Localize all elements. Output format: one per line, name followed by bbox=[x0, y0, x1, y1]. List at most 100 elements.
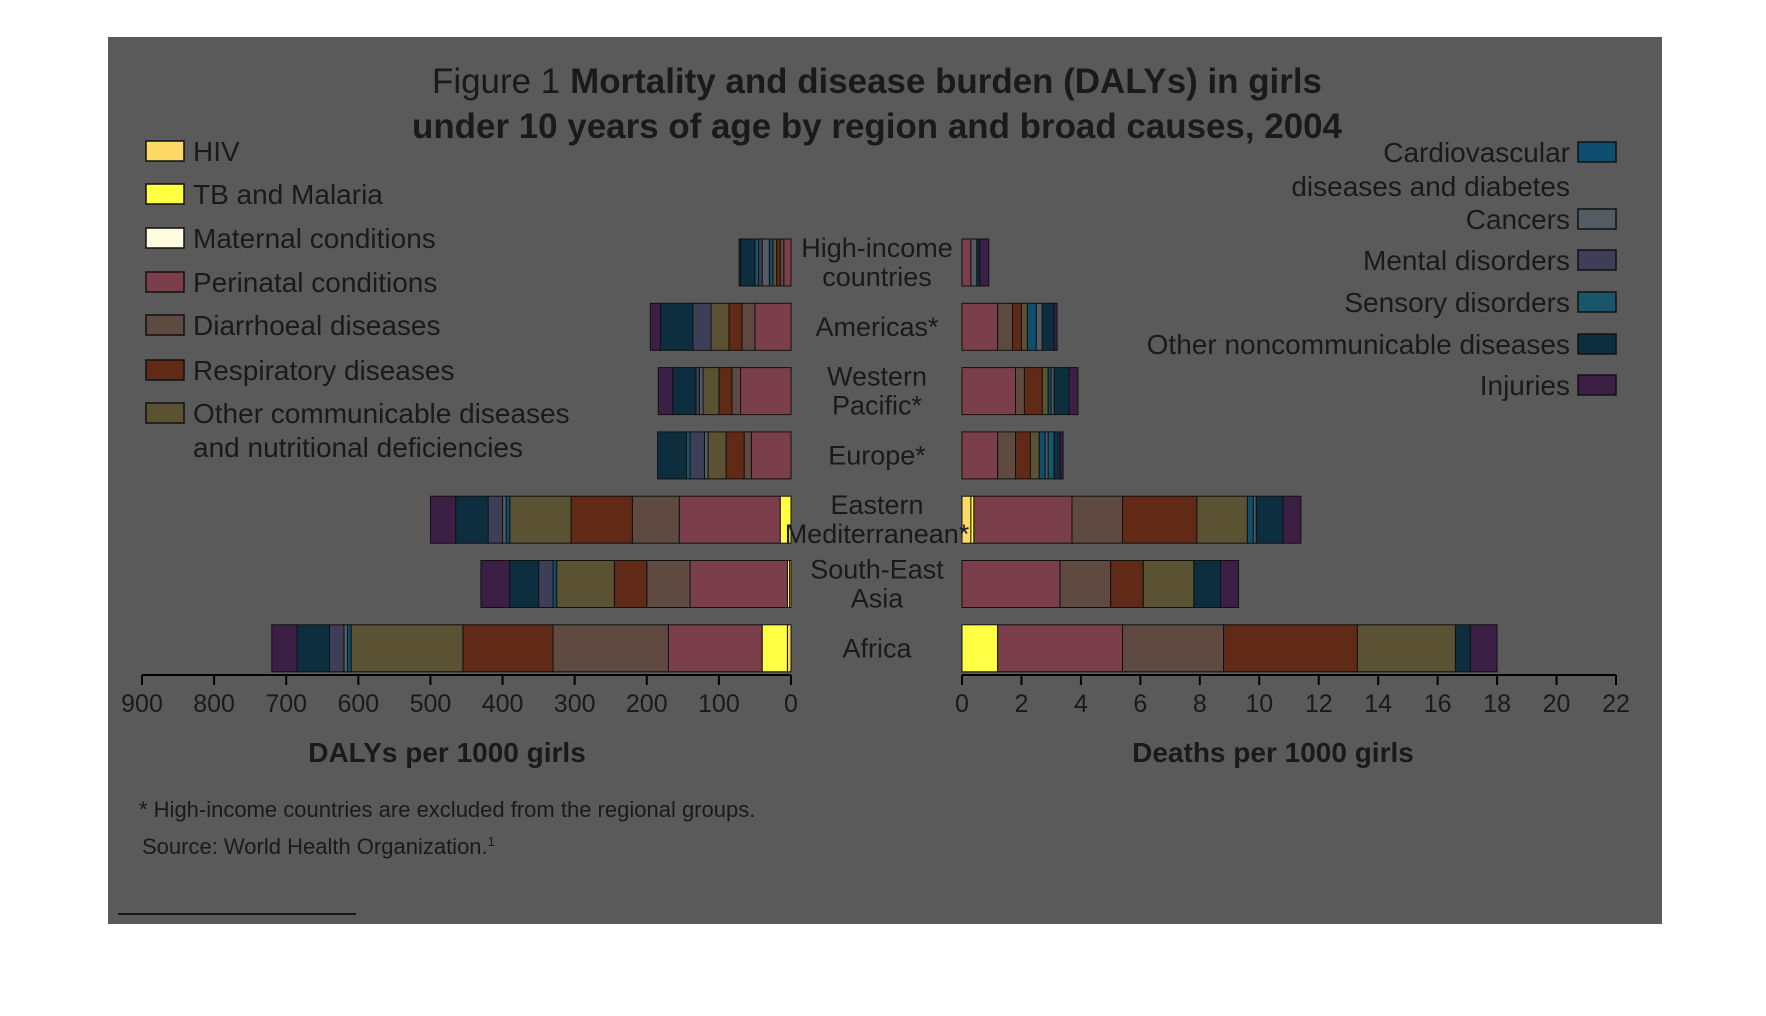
dalys-bar-south-east-asia-perinatal-conditions bbox=[689, 560, 788, 608]
dalys-bar-americas-other-communicable-diseases-and-nutritional-deficiencies bbox=[710, 302, 730, 351]
legend-label-line: Mental disorders bbox=[1363, 245, 1570, 276]
legend-label-line: Sensory disorders bbox=[1344, 287, 1570, 318]
dalys-bar-high-income-countries-cancers bbox=[761, 238, 770, 287]
deaths-bar-europe-diarrhoeal-diseases bbox=[997, 431, 1017, 480]
legend-swatch-maternal-conditions bbox=[145, 227, 185, 249]
deaths-bar-western-pacific-diarrhoeal-diseases bbox=[1015, 367, 1025, 416]
deaths-bar-western-pacific-perinatal-conditions bbox=[961, 367, 1017, 416]
deaths-bar-eastern-mediterranean-diarrhoeal-diseases bbox=[1071, 495, 1124, 544]
dalys-bar-western-pacific-respiratory-diseases bbox=[718, 367, 733, 416]
legend-label-line: Diarrhoeal diseases bbox=[193, 310, 440, 341]
deaths-bar-africa-diarrhoeal-diseases bbox=[1122, 624, 1225, 673]
deaths-x-tick-label: 0 bbox=[955, 690, 969, 718]
legend-swatch-injuries bbox=[1577, 374, 1617, 396]
dalys-bar-western-pacific-cancers bbox=[698, 367, 704, 416]
deaths-bar-americas-diarrhoeal-diseases bbox=[997, 302, 1014, 351]
deaths-x-tick-label: 12 bbox=[1305, 690, 1333, 718]
dalys-bar-south-east-asia-diarrhoeal-diseases bbox=[646, 560, 691, 608]
dalys-bar-western-pacific-perinatal-conditions bbox=[740, 367, 792, 416]
deaths-bar-eastern-mediterranean-respiratory-diseases bbox=[1122, 495, 1198, 544]
legend-label-line: and nutritional deficiencies bbox=[193, 432, 523, 463]
deaths-x-tick-label: 4 bbox=[1074, 690, 1088, 718]
dalys-bar-africa-other-noncommunicable-diseases bbox=[296, 624, 330, 673]
dalys-chart: 900 800 700 600 500 400 300 200 100 0 DALYs per 10… bbox=[121, 238, 798, 768]
deaths-bar-africa-other-communicable-diseases-and-nutritional-deficiencies bbox=[1356, 624, 1456, 673]
dalys-bar-high-income-countries-mental-disorders bbox=[758, 238, 763, 287]
deaths-bar-europe-other-noncommunicable-diseases bbox=[1053, 431, 1061, 480]
region-label-line: Mediterranean* bbox=[785, 519, 970, 549]
region-label-line: South-East bbox=[810, 555, 944, 585]
legend-label-diarrhoeal-diseases: Diarrhoeal diseases bbox=[193, 310, 440, 341]
dalys-bar-eastern-mediterranean-cardiovascular-diseases-and-diabetes bbox=[505, 495, 511, 544]
dalys-bar-western-pacific-mental-disorders bbox=[695, 367, 700, 416]
dalys-x-tick-label: 0 bbox=[784, 690, 798, 718]
dalys-bar-africa-mental-disorders bbox=[328, 624, 345, 673]
dalys-bar-americas-injuries bbox=[649, 302, 661, 351]
legend-label-line: Other communicable diseases bbox=[193, 398, 570, 429]
region-label-line: Asia bbox=[851, 584, 905, 614]
dalys-x-axis-title: DALYs per 1000 girls bbox=[308, 737, 586, 768]
dalys-bar-africa-cardiovascular-diseases-and-diabetes bbox=[347, 624, 352, 673]
region-label-line: High-income bbox=[801, 233, 953, 263]
deaths-x-tick-label: 6 bbox=[1133, 690, 1147, 718]
region-label-line: Americas* bbox=[815, 312, 939, 342]
dalys-x-tick-label: 800 bbox=[193, 690, 235, 718]
region-labels: High-income countries Americas* Western Paci… bbox=[785, 233, 970, 663]
deaths-bar-eastern-mediterranean-other-communicable-diseases-and-nutritional-deficiencies bbox=[1196, 495, 1248, 544]
legend-label-line: Respiratory diseases bbox=[193, 355, 454, 386]
source-text: Source: World Health Organization. bbox=[142, 834, 488, 859]
dalys-bar-western-pacific-injuries bbox=[657, 367, 674, 416]
dalys-bar-south-east-asia-injuries bbox=[480, 560, 511, 608]
deaths-bar-americas-respiratory-diseases bbox=[1012, 302, 1022, 351]
region-label-line: countries bbox=[822, 262, 932, 292]
dalys-bar-europe-cancers bbox=[703, 431, 709, 480]
region-label-europe: Europe* bbox=[828, 440, 926, 470]
deaths-bar-eastern-mediterranean-other-noncommunicable-diseases bbox=[1255, 495, 1284, 544]
legend-label-line: Maternal conditions bbox=[193, 223, 436, 254]
legend-label-maternal-conditions: Maternal conditions bbox=[193, 223, 436, 254]
dalys-bar-europe-perinatal-conditions bbox=[750, 431, 792, 480]
dalys-x-tick-label: 700 bbox=[265, 690, 307, 718]
deaths-bar-high-income-countries-cancers bbox=[970, 238, 978, 287]
dalys-bar-south-east-asia-cardiovascular-diseases-and-diabetes bbox=[552, 560, 558, 608]
dalys-bar-high-income-countries-injuries bbox=[738, 238, 742, 287]
deaths-bar-americas-perinatal-conditions bbox=[961, 302, 999, 351]
legend-label-cancers: Cancers bbox=[1466, 204, 1570, 235]
deaths-bar-south-east-asia-respiratory-diseases bbox=[1110, 560, 1144, 608]
region-label-line: Europe* bbox=[828, 440, 926, 470]
deaths-x-tick-label: 8 bbox=[1193, 690, 1207, 718]
deaths-bar-africa-other-noncommunicable-diseases bbox=[1454, 624, 1471, 673]
dalys-bar-high-income-countries-perinatal-conditions bbox=[783, 238, 792, 287]
dalys-bar-africa-respiratory-diseases bbox=[462, 624, 554, 673]
dalys-bar-americas-diarrhoeal-diseases bbox=[741, 302, 756, 351]
legend-swatch-sensory-disorders bbox=[1577, 291, 1617, 313]
dalys-bar-europe-other-communicable-diseases-and-nutritional-deficiencies bbox=[707, 431, 727, 480]
dalys-bar-eastern-mediterranean-cancers bbox=[502, 495, 507, 544]
deaths-bar-western-pacific-injuries bbox=[1068, 367, 1079, 416]
deaths-bar-europe-other-communicable-diseases-and-nutritional-deficiencies bbox=[1029, 431, 1040, 480]
dalys-bar-south-east-asia-other-communicable-diseases-and-nutritional-deficiencies bbox=[556, 560, 615, 608]
deaths-bar-africa-perinatal-conditions bbox=[997, 624, 1124, 673]
legend-label-line: diseases and diabetes bbox=[1291, 171, 1570, 202]
dalys-x-tick-label: 200 bbox=[626, 690, 668, 718]
legend-label-hiv: HIV bbox=[193, 136, 240, 167]
legend-label-line: Cancers bbox=[1466, 204, 1570, 235]
legend-label-perinatal-conditions: Perinatal conditions bbox=[193, 267, 437, 298]
deaths-x-tick-label: 14 bbox=[1364, 690, 1392, 718]
deaths-x-tick-label: 22 bbox=[1602, 690, 1630, 718]
dalys-bar-africa-perinatal-conditions bbox=[667, 624, 763, 673]
deaths-x-tick-label: 10 bbox=[1245, 690, 1273, 718]
dalys-bar-europe-sensory-disorders bbox=[685, 431, 691, 480]
deaths-bar-europe-injuries bbox=[1059, 431, 1064, 480]
legend-swatch-cancers bbox=[1577, 208, 1617, 230]
region-label-south-east-asia: South-East Asia bbox=[810, 555, 944, 614]
dalys-bar-high-income-countries-other-communicable-diseases-and-nutritional-deficiencies bbox=[772, 238, 778, 287]
deaths-bar-africa-respiratory-diseases bbox=[1223, 624, 1358, 673]
legend-label-sensory-disorders: Sensory disorders bbox=[1344, 287, 1570, 318]
legend-label-mental-disorders: Mental disorders bbox=[1363, 245, 1570, 276]
dalys-bar-americas-mental-disorders bbox=[692, 302, 712, 351]
deaths-bar-south-east-asia-diarrhoeal-diseases bbox=[1059, 560, 1112, 608]
region-label-western-pacific: Western Pacific* bbox=[827, 362, 927, 421]
dalys-bar-europe-diarrhoeal-diseases bbox=[743, 431, 752, 480]
